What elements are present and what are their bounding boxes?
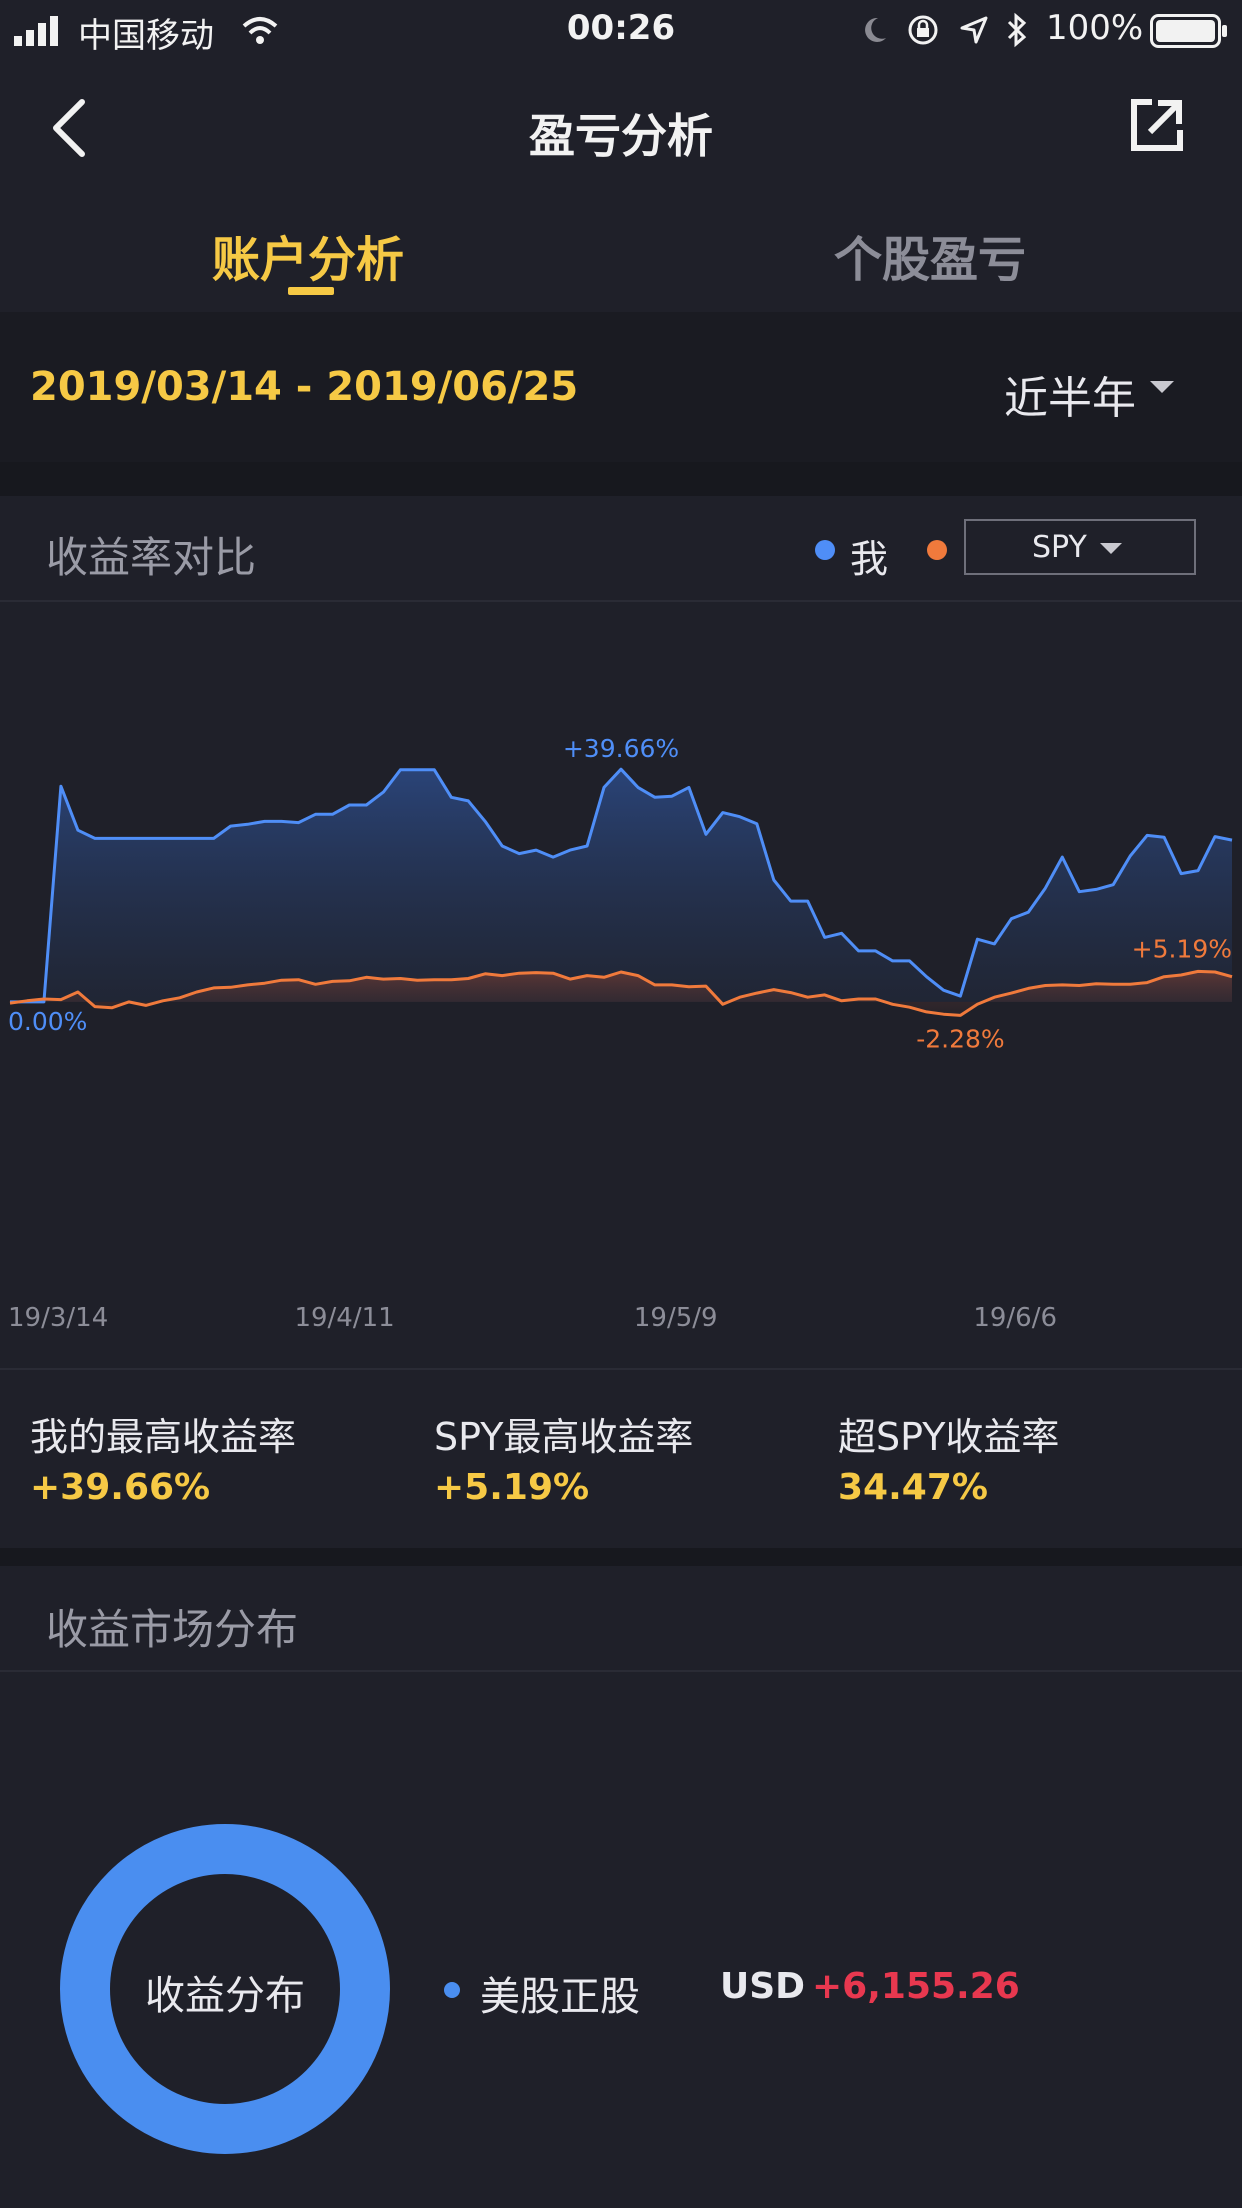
caret-down-icon[interactable] (1100, 543, 1122, 554)
stat-label-excess: 超SPY收益率 (838, 1415, 1060, 1459)
x-tick-label: 19/3/14 (8, 1303, 108, 1333)
back-chevron-icon[interactable] (50, 98, 90, 158)
market-currency: USD (720, 1966, 806, 2007)
data-label-me-1: +39.66% (563, 734, 679, 763)
legend-spy-dot (927, 540, 947, 560)
battery-percent: 100% (1046, 8, 1144, 48)
location-icon (960, 16, 988, 44)
series-area-me (10, 769, 1232, 1002)
distribution-title: 收益市场分布 (46, 1605, 299, 1654)
legend-me-label: 我 (850, 537, 889, 581)
stat-value-spy-max: +5.19% (434, 1467, 590, 1508)
donut-center-label: 收益分布 (145, 1973, 305, 2019)
carrier-name: 中国移动 (78, 16, 214, 56)
battery-icon (1150, 14, 1227, 48)
data-label-spy-1: +5.19% (1132, 934, 1232, 963)
signal-icon (14, 16, 58, 46)
market-name: 美股正股 (480, 1974, 640, 2020)
benchmark-select-value: SPY (1032, 530, 1087, 565)
tab-stock-pnl[interactable]: 个股盈亏 (834, 232, 1027, 288)
series-area-spy (10, 971, 1232, 1016)
date-filter-bar (0, 312, 1242, 462)
legend-me-dot (815, 540, 835, 560)
data-label-spy-0: -2.28% (916, 1024, 1004, 1053)
caret-down-icon[interactable] (1150, 381, 1174, 393)
tab-account-analysis[interactable]: 账户分析 (212, 232, 405, 288)
section-spacer (0, 462, 1242, 496)
x-tick-label: 19/6/6 (973, 1303, 1057, 1333)
x-tick-label: 19/5/9 (634, 1303, 718, 1333)
divider (0, 1368, 1242, 1370)
wifi-icon (242, 17, 278, 44)
market-amount: +6,155.26 (812, 1966, 1020, 2007)
status-bar: 中国移动 00:26 100% (0, 0, 1242, 62)
rotation-lock-icon (908, 15, 938, 45)
return-comparison-chart: 0.00% +39.66% -2.28% +5.19% 19/3/14 19/4/11 19… (8, 734, 1233, 1333)
stat-value-my-max: +39.66% (30, 1467, 211, 1508)
bluetooth-icon (1007, 12, 1027, 48)
series-line-me (10, 767, 1233, 1004)
stat-label-my-max: 我的最高收益率 (30, 1415, 297, 1459)
data-label-me-0: 0.00% (8, 1007, 87, 1036)
series-line-spy (9, 969, 1233, 1017)
active-tab-indicator (288, 287, 334, 295)
stat-label-spy-max: SPY最高收益率 (434, 1415, 694, 1459)
clock-time: 00:26 (566, 8, 676, 48)
benchmark-select[interactable]: SPY (964, 519, 1196, 575)
divider (0, 1670, 1242, 1672)
moon-icon (865, 17, 886, 42)
page-title: 盈亏分析 (529, 109, 713, 163)
period-selector[interactable]: 近半年 (1004, 373, 1136, 424)
market-legend-dot (444, 1982, 460, 1998)
share-external-icon[interactable] (1130, 98, 1184, 152)
date-range[interactable]: 2019/03/14 - 2019/06/25 (30, 364, 579, 410)
divider (0, 600, 1242, 602)
comparison-title: 收益率对比 (46, 533, 257, 582)
x-tick-label: 19/4/11 (294, 1303, 394, 1333)
stat-value-excess: 34.47% (838, 1467, 988, 1508)
section-spacer (0, 1548, 1242, 1566)
